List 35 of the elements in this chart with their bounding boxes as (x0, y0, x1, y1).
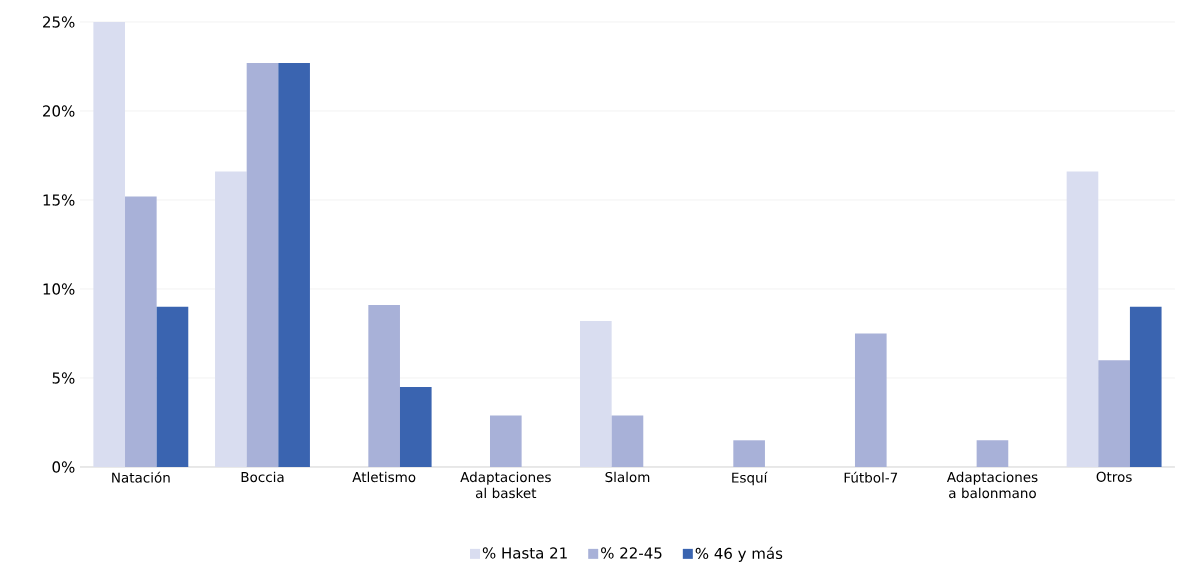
bar (854, 333, 887, 467)
x-tick-label: Boccia (241, 471, 284, 483)
bar (215, 171, 247, 467)
x-tick-label: Otros (1096, 471, 1132, 482)
x-tick-label: Natación (112, 471, 170, 483)
legend-label: % 46 y más (695, 546, 783, 562)
legend-label: % Hasta 21 (482, 547, 567, 559)
y-tick-label: 10% (43, 283, 75, 295)
bar (611, 415, 644, 467)
y-tick-label: 25% (43, 16, 75, 28)
bar (976, 440, 1009, 467)
x-tick-label: Atletismo (352, 471, 416, 483)
bar (125, 196, 157, 467)
bar (156, 306, 189, 467)
bar (399, 386, 432, 467)
x-tick-label: Adaptaciones a balonmano (946, 471, 1038, 499)
y-tick-label: 15% (43, 194, 75, 206)
bar (580, 321, 612, 467)
bar (278, 62, 310, 467)
bar (733, 440, 765, 467)
bar (1098, 360, 1130, 467)
bar (246, 62, 279, 467)
y-tick-label: 5% (52, 372, 75, 384)
legend-label: % 22-45 (601, 547, 662, 559)
bar (1066, 171, 1099, 467)
y-tick-label: 20% (43, 105, 75, 117)
bar (490, 415, 522, 467)
x-tick-label: Adaptaciones al basket (460, 471, 551, 499)
bar (1129, 306, 1162, 467)
bar (368, 305, 400, 467)
x-tick-label: Fútbol-7 (844, 471, 898, 483)
x-tick-label: Slalom (605, 471, 650, 483)
x-tick-label: Esquí (732, 471, 768, 486)
y-tick-label: 0% (52, 461, 75, 473)
bar (93, 21, 126, 467)
